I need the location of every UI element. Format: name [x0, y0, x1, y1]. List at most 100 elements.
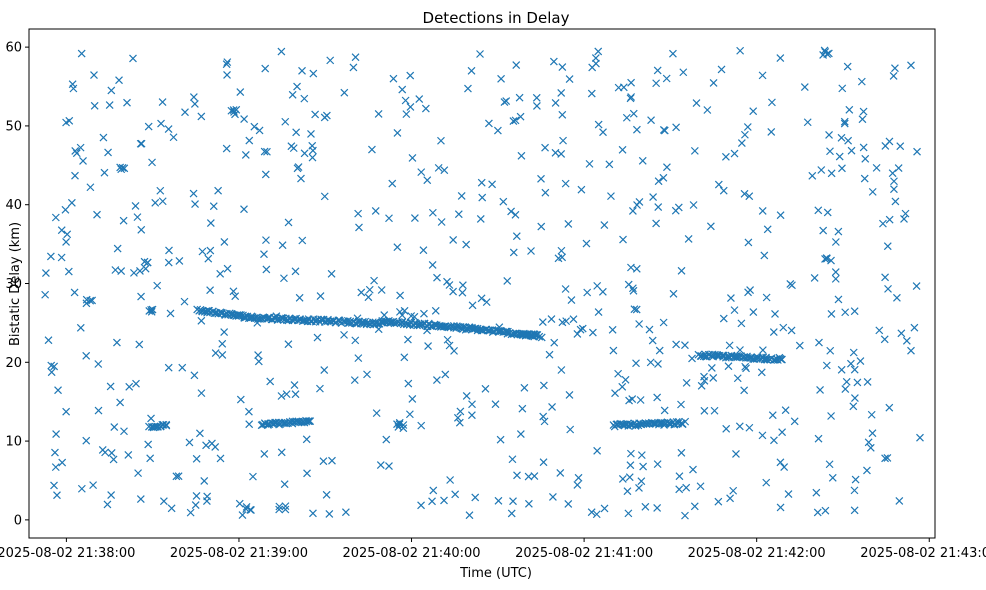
data-point	[863, 466, 871, 475]
data-point	[867, 410, 876, 419]
data-point	[249, 472, 257, 481]
data-point	[722, 424, 731, 433]
data-point	[389, 74, 398, 83]
data-point	[90, 101, 99, 110]
data-point	[629, 286, 638, 295]
data-point	[76, 323, 85, 332]
data-point	[222, 60, 231, 69]
data-point	[910, 323, 919, 332]
data-point	[493, 126, 502, 135]
data-point	[730, 306, 739, 315]
x-tick-label: 2025-08-02 21:40:00	[342, 546, 480, 561]
data-point	[169, 133, 178, 142]
data-point	[191, 501, 200, 510]
data-point	[732, 449, 740, 458]
data-point	[44, 336, 53, 345]
data-point	[467, 66, 476, 75]
data-point	[700, 406, 709, 415]
data-point	[240, 205, 248, 214]
x-tick-label: 2025-08-02 21:38:00	[0, 546, 135, 561]
data-point	[454, 210, 463, 219]
data-point	[136, 139, 145, 148]
data-point	[462, 392, 471, 400]
data-point	[710, 406, 719, 415]
data-point	[824, 49, 833, 58]
data-point	[175, 257, 184, 265]
data-point	[618, 382, 627, 391]
data-point	[125, 382, 134, 391]
data-point	[714, 497, 723, 506]
data-point	[813, 508, 822, 517]
y-tick-label: 30	[5, 277, 22, 292]
data-point	[736, 46, 745, 55]
data-point	[303, 469, 311, 478]
data-point	[293, 82, 301, 91]
data-point	[275, 505, 284, 514]
data-point	[823, 208, 832, 217]
data-point	[229, 287, 238, 296]
data-point	[647, 116, 655, 125]
data-point	[654, 203, 663, 211]
data-point	[200, 477, 209, 485]
data-point	[349, 63, 358, 72]
data-point	[496, 435, 505, 444]
data-point	[744, 238, 753, 247]
data-point	[619, 235, 627, 244]
data-point	[548, 402, 556, 411]
data-point	[884, 284, 892, 293]
data-point	[93, 210, 101, 219]
data-point	[594, 120, 603, 129]
data-point	[834, 295, 843, 304]
data-point	[635, 320, 644, 328]
data-point	[721, 152, 730, 161]
data-point	[94, 406, 103, 415]
data-point	[236, 395, 245, 404]
data-point	[320, 192, 329, 201]
data-point	[370, 276, 379, 285]
data-point	[458, 288, 467, 297]
data-point	[530, 330, 539, 339]
data-point	[814, 434, 823, 443]
data-point	[62, 407, 71, 416]
data-point	[206, 246, 215, 255]
data-point	[841, 308, 850, 317]
data-point	[382, 435, 391, 444]
data-point	[690, 146, 699, 155]
data-point	[512, 232, 521, 241]
data-point	[67, 198, 76, 207]
data-point	[449, 235, 458, 244]
data-point	[410, 214, 419, 223]
data-point	[578, 324, 587, 333]
data-point	[429, 486, 438, 495]
data-point	[758, 207, 767, 215]
data-point	[662, 74, 671, 83]
data-point	[810, 274, 819, 282]
data-point	[428, 208, 437, 217]
data-point	[825, 460, 834, 469]
data-point	[758, 431, 767, 440]
data-point	[725, 341, 734, 350]
data-point	[767, 128, 776, 136]
data-point	[913, 147, 921, 156]
data-point	[558, 110, 567, 119]
data-point	[197, 316, 206, 325]
data-point	[594, 308, 603, 316]
data-markers	[41, 46, 924, 520]
data-point	[671, 206, 680, 215]
data-point	[681, 511, 689, 520]
data-point	[769, 328, 778, 336]
data-point	[556, 469, 565, 477]
data-point	[156, 186, 165, 195]
data-point	[847, 146, 856, 155]
data-point	[446, 476, 455, 484]
data-point	[757, 368, 766, 377]
data-point	[468, 301, 477, 310]
data-point	[105, 101, 114, 109]
data-point	[398, 85, 407, 94]
data-point	[831, 268, 840, 276]
data-point	[261, 64, 270, 73]
x-axis-label: Time (UTC)	[459, 566, 532, 581]
data-point	[202, 497, 211, 505]
data-point	[77, 49, 86, 58]
data-point	[406, 71, 415, 80]
